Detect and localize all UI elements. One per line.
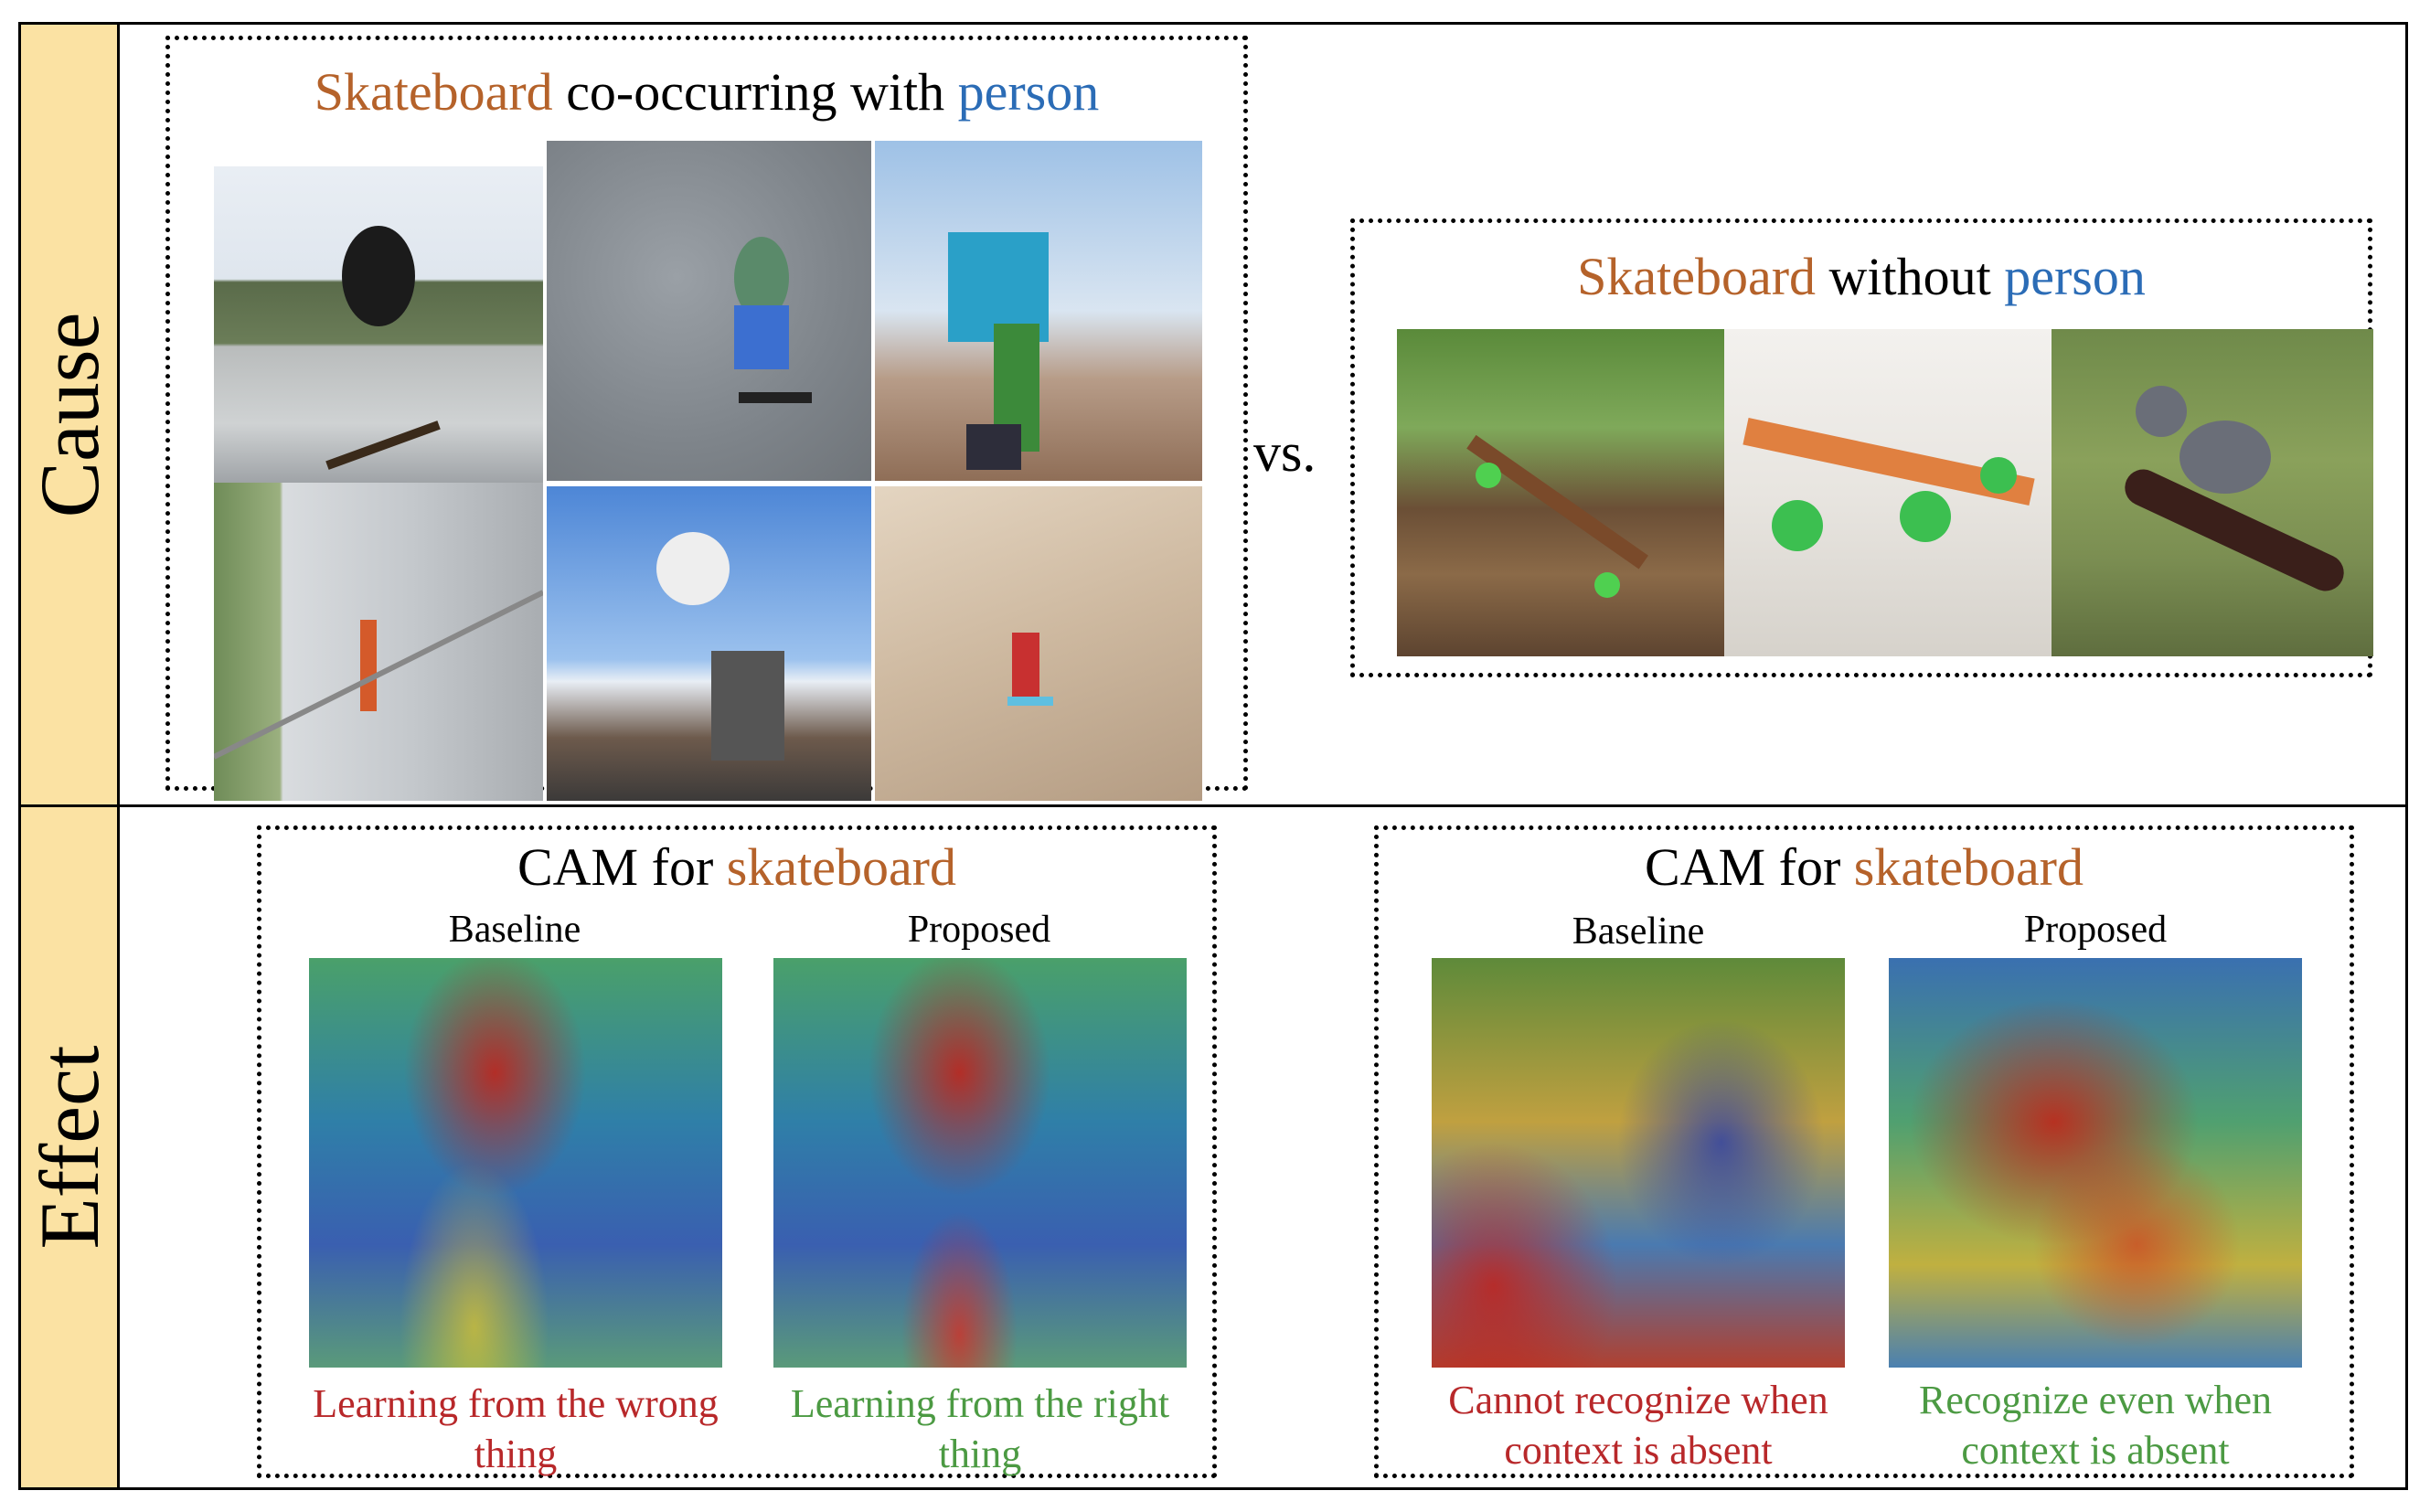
child-skater-icon xyxy=(734,237,812,403)
skater-jump-icon xyxy=(325,226,441,470)
cooccur-photo-4 xyxy=(214,483,543,801)
cam-box-cooccur: CAM for skateboard Baseline Proposed Lea… xyxy=(257,825,1217,1478)
cam-baseline-right xyxy=(1432,958,1845,1368)
proposed-label-right: Proposed xyxy=(2023,909,2168,951)
proposed-label-left: Proposed xyxy=(907,909,1051,951)
row-divider xyxy=(21,804,2405,807)
cam-title-left-prefix: CAM for xyxy=(517,837,727,897)
baseline-label-right: Baseline xyxy=(1572,910,1705,953)
cooccur-box: Skateboard co-occurring with person xyxy=(165,36,1248,801)
figure-frame: Cause Skateboard co-occurring with perso… xyxy=(18,22,2408,1490)
cam-title-right-object: skateboard xyxy=(1853,837,2084,897)
cooccur-title-middle: co-occurring with xyxy=(552,62,958,122)
standing-skater-icon xyxy=(948,232,1049,470)
effect-side-panel: Effect xyxy=(21,807,120,1487)
baseline-caption-left: Learning from the wrong thing xyxy=(313,1381,719,1476)
without-photo-longboard xyxy=(1724,329,2052,656)
proposed-caption-right: Recognize even when context is absent xyxy=(1918,1378,2273,1473)
halfpipe-skater-icon xyxy=(1007,633,1053,706)
without-title-middle: without xyxy=(1816,247,2005,306)
cause-side-panel: Cause xyxy=(21,25,120,804)
vs-label: vs. xyxy=(1253,422,1316,483)
cause-label: Cause xyxy=(22,312,116,517)
without-box: Skateboard without person xyxy=(1350,218,2373,677)
cooccur-photo-5 xyxy=(547,486,871,801)
cooccur-photo-2 xyxy=(547,141,871,481)
longboard-icon xyxy=(1743,418,2035,551)
cooccur-photo-1 xyxy=(214,166,543,488)
cam-proposed-left xyxy=(773,958,1187,1368)
without-title: Skateboard without person xyxy=(1355,250,2368,303)
cam-box-without: CAM for skateboard Baseline Proposed Can… xyxy=(1374,825,2354,1478)
without-title-object: Skateboard xyxy=(1577,247,1817,306)
effect-label: Effect xyxy=(22,1045,116,1250)
cooccur-title-context: person xyxy=(957,62,1100,122)
without-photo-tree xyxy=(1397,329,1724,656)
baseline-label-left: Baseline xyxy=(448,909,581,951)
without-title-context: person xyxy=(2004,247,2146,306)
cam-baseline-left xyxy=(309,958,722,1368)
cooccur-photo-3 xyxy=(875,141,1202,481)
cam-proposed-right xyxy=(1889,958,2302,1368)
proposed-caption-left: Learning from the right thing xyxy=(790,1381,1170,1476)
cooccur-title-object: Skateboard xyxy=(314,62,553,122)
cam-title-right: CAM for skateboard xyxy=(1379,841,2350,894)
without-photo-dog xyxy=(2052,329,2373,656)
cam-title-right-prefix: CAM for xyxy=(1644,837,1854,897)
cooccur-photo-6 xyxy=(875,486,1202,801)
dog-on-skateboard-icon xyxy=(2125,386,2344,591)
cooccur-title: Skateboard co-occurring with person xyxy=(170,66,1243,119)
rail-skater-icon xyxy=(214,590,543,760)
ramp-skater-icon xyxy=(656,532,784,761)
baseline-caption-right: Cannot recognize when context is absent xyxy=(1448,1378,1828,1473)
skateboard-on-tree-icon xyxy=(1466,434,1648,598)
cam-title-left-object: skateboard xyxy=(726,837,956,897)
cam-title-left: CAM for skateboard xyxy=(261,841,1212,894)
